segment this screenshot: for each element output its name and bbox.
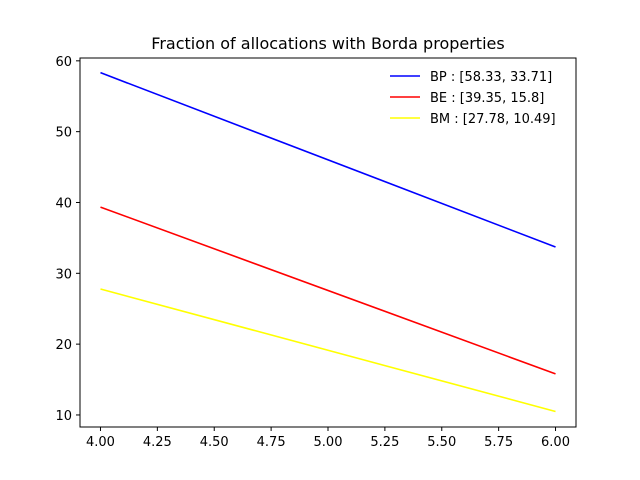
y-tick-label: 50 [55, 126, 72, 141]
x-tick-label: 6.00 [541, 435, 570, 450]
legend: BP : [58.33, 33.71] BE : [39.35, 15.8] BM … [390, 70, 556, 127]
legend-label: BP : [58.33, 33.71] [430, 70, 552, 85]
chart-title: Fraction of allocations with Borda prope… [151, 34, 504, 53]
x-tick-label: 5.75 [484, 435, 513, 450]
x-tick-label: 4.00 [86, 435, 115, 450]
y-tick-label: 30 [55, 267, 72, 282]
y-tick-label: 20 [55, 338, 72, 353]
chart-marks [100, 71, 556, 413]
legend-label: BM : [27.78, 10.49] [430, 112, 556, 127]
x-tick-label: 5.00 [314, 435, 343, 450]
y-tick-label: 10 [55, 409, 72, 424]
y-tick-label: 40 [55, 196, 72, 211]
x-tick-label: 5.25 [370, 435, 399, 450]
x-tick-label: 5.50 [427, 435, 456, 450]
axes: 4.00 4.25 4.50 4.75 5.00 5.25 5.50 5.75 6.00 10 20… [55, 55, 570, 450]
y-tick-label: 60 [55, 55, 72, 70]
series-line-bm [100, 288, 556, 413]
x-tick-label: 4.75 [257, 435, 286, 450]
x-tick-label: 4.50 [200, 435, 229, 450]
x-tick-label: 4.25 [143, 435, 172, 450]
series-line-be [100, 206, 556, 375]
series-line-bp [100, 71, 556, 248]
legend-label: BE : [39.35, 15.8] [430, 91, 544, 106]
